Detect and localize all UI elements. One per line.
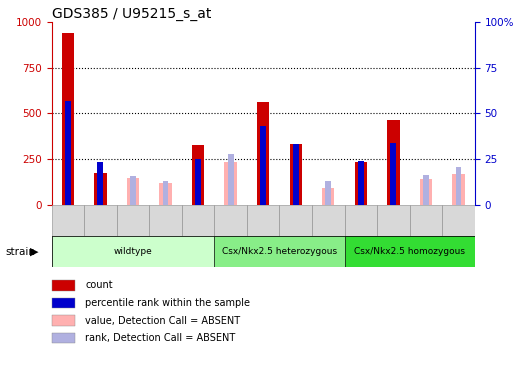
Text: value, Detection Call = ABSENT: value, Detection Call = ABSENT xyxy=(85,315,240,326)
Bar xyxy=(391,143,396,205)
Bar xyxy=(159,183,172,205)
Bar xyxy=(247,205,280,236)
Text: strain: strain xyxy=(5,247,35,257)
Bar xyxy=(377,205,410,236)
Bar xyxy=(325,181,331,205)
Bar xyxy=(354,162,367,205)
Bar xyxy=(127,179,139,205)
Bar xyxy=(442,205,475,236)
Bar xyxy=(52,205,84,236)
Bar xyxy=(130,176,136,205)
Bar xyxy=(65,101,71,205)
Bar xyxy=(420,179,432,205)
Bar xyxy=(322,188,334,205)
Bar xyxy=(423,175,429,205)
Bar xyxy=(312,205,345,236)
Bar xyxy=(387,120,399,205)
Bar xyxy=(456,167,461,205)
Bar xyxy=(62,33,74,205)
Text: ▶: ▶ xyxy=(30,247,39,257)
Bar xyxy=(224,162,237,205)
Bar xyxy=(228,154,234,205)
Bar xyxy=(214,205,247,236)
Bar xyxy=(289,144,302,205)
Bar xyxy=(182,205,214,236)
Bar xyxy=(345,236,475,267)
Bar xyxy=(98,162,103,205)
Bar xyxy=(117,205,149,236)
Bar xyxy=(52,236,214,267)
Bar xyxy=(345,205,377,236)
Bar xyxy=(94,173,107,205)
Text: count: count xyxy=(85,280,113,291)
Bar xyxy=(195,159,201,205)
Text: GDS385 / U95215_s_at: GDS385 / U95215_s_at xyxy=(52,7,211,21)
Bar xyxy=(84,205,117,236)
Text: Csx/Nkx2.5 heterozygous: Csx/Nkx2.5 heterozygous xyxy=(222,247,337,256)
Bar xyxy=(214,236,345,267)
Bar xyxy=(192,146,204,205)
Text: rank, Detection Call = ABSENT: rank, Detection Call = ABSENT xyxy=(85,333,235,343)
Text: Csx/Nkx2.5 homozygous: Csx/Nkx2.5 homozygous xyxy=(354,247,465,256)
Bar xyxy=(163,181,168,205)
Bar xyxy=(293,144,299,205)
Bar xyxy=(260,126,266,205)
Bar xyxy=(358,161,364,205)
Text: percentile rank within the sample: percentile rank within the sample xyxy=(85,298,250,308)
Bar xyxy=(452,174,464,205)
Bar xyxy=(280,205,312,236)
Bar xyxy=(410,205,442,236)
Text: wildtype: wildtype xyxy=(114,247,152,256)
Bar xyxy=(257,102,269,205)
Bar xyxy=(149,205,182,236)
